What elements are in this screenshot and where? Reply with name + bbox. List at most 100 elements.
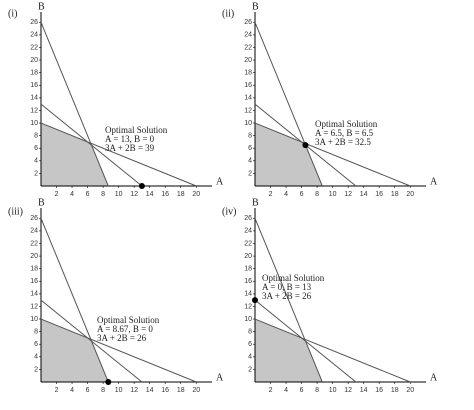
x-tick-label: 20 <box>406 191 414 198</box>
y-tick-label: 14 <box>244 95 252 102</box>
x-tick-label: 8 <box>315 387 319 394</box>
y-tick-label: 20 <box>30 57 38 64</box>
x-tick-label: 2 <box>269 191 273 198</box>
x-tick-label: 10 <box>329 191 337 198</box>
constraint-line <box>254 318 411 383</box>
constraint-line <box>254 299 357 383</box>
constraint-line <box>254 218 323 383</box>
x-tick-label: 8 <box>315 191 319 198</box>
x-tick-label: 10 <box>115 387 123 394</box>
y-tick-label: 10 <box>244 120 252 127</box>
feasible-region <box>255 319 323 382</box>
constraint-line <box>40 22 109 187</box>
y-tick-label: 8 <box>34 328 38 335</box>
y-tick-label: 18 <box>30 266 38 273</box>
optimal-point <box>105 379 112 385</box>
x-tick-label: 16 <box>375 191 383 198</box>
feasible-region <box>41 123 109 186</box>
annotation: Optimal Solution <box>262 273 325 283</box>
x-tick-label: 16 <box>161 191 169 198</box>
y-tick-label: 22 <box>30 240 38 247</box>
y-tick-label: 14 <box>30 291 38 298</box>
y-tick-label: 24 <box>30 32 38 39</box>
y-tick-label: 22 <box>30 44 38 51</box>
y-tick-label: 8 <box>34 132 38 139</box>
annotation: A = 6.5, B = 6.5 <box>315 128 374 138</box>
y-axis-label: B <box>38 1 45 12</box>
x-tick-label: 6 <box>300 387 304 394</box>
y-tick-label: 2 <box>248 366 252 373</box>
y-tick-label: 4 <box>248 354 252 361</box>
panel-label: (iii) <box>8 206 23 217</box>
constraint-line <box>40 299 143 383</box>
y-axis-label: B <box>38 197 45 208</box>
x-tick-label: 16 <box>161 387 169 394</box>
y-tick-label: 2 <box>34 170 38 177</box>
constraint-line <box>40 103 143 187</box>
x-tick-label: 12 <box>130 387 138 394</box>
y-tick-label: 24 <box>244 228 252 235</box>
y-tick-label: 2 <box>248 170 252 177</box>
feasible-region <box>41 319 109 382</box>
x-tick-label: 4 <box>284 387 288 394</box>
y-axis-label: B <box>252 1 259 12</box>
annotation: 3A + 2B = 39 <box>105 143 155 153</box>
y-tick-label: 22 <box>244 44 252 51</box>
x-tick-label: 8 <box>101 387 105 394</box>
x-axis-label: A <box>216 372 224 383</box>
constraint-line <box>40 318 197 383</box>
x-tick-label: 4 <box>284 191 288 198</box>
y-tick-label: 10 <box>30 316 38 323</box>
y-tick-label: 12 <box>244 107 252 114</box>
y-tick-label: 14 <box>244 291 252 298</box>
y-tick-label: 14 <box>30 95 38 102</box>
x-tick-label: 12 <box>344 387 352 394</box>
x-tick-label: 6 <box>86 191 90 198</box>
optimal-point <box>302 142 309 149</box>
x-tick-label: 4 <box>70 387 74 394</box>
x-tick-label: 14 <box>360 191 368 198</box>
panel-label: (ii) <box>222 8 234 19</box>
panel-label: (i) <box>8 8 17 19</box>
y-tick-label: 12 <box>244 303 252 310</box>
y-tick-label: 6 <box>248 341 252 348</box>
y-tick-label: 2 <box>34 366 38 373</box>
x-tick-label: 2 <box>55 191 59 198</box>
annotation: A = 0, B = 13 <box>262 282 312 292</box>
x-tick-label: 16 <box>375 387 383 394</box>
y-axis-label: B <box>252 197 259 208</box>
y-tick-label: 20 <box>244 253 252 260</box>
y-tick-label: 4 <box>34 354 38 361</box>
y-tick-label: 12 <box>30 303 38 310</box>
x-tick-label: 12 <box>130 191 138 198</box>
x-tick-label: 18 <box>177 387 185 394</box>
y-tick-label: 6 <box>34 145 38 152</box>
x-tick-label: 2 <box>55 387 59 394</box>
x-tick-label: 2 <box>269 387 273 394</box>
feasible-region <box>255 123 323 186</box>
y-tick-label: 16 <box>244 278 252 285</box>
y-tick-label: 18 <box>244 70 252 77</box>
annotation: 3A + 2B = 26 <box>262 291 312 301</box>
y-tick-label: 20 <box>30 253 38 260</box>
x-axis-label: A <box>430 176 438 187</box>
y-tick-label: 16 <box>30 278 38 285</box>
y-tick-label: 22 <box>244 240 252 247</box>
y-tick-label: 26 <box>30 215 38 222</box>
x-tick-label: 18 <box>177 191 185 198</box>
x-tick-label: 4 <box>70 191 74 198</box>
annotation: A = 13, B = 0 <box>105 134 155 144</box>
y-tick-label: 10 <box>244 316 252 323</box>
y-tick-label: 18 <box>30 70 38 77</box>
constraint-line <box>254 22 323 187</box>
y-tick-label: 18 <box>244 266 252 273</box>
x-tick-label: 6 <box>300 191 304 198</box>
y-tick-label: 12 <box>30 107 38 114</box>
x-tick-label: 10 <box>329 387 337 394</box>
annotation: Optimal Solution <box>97 315 160 325</box>
y-tick-label: 16 <box>30 82 38 89</box>
x-axis-label: A <box>430 372 438 383</box>
annotation: 3A + 2B = 26 <box>97 333 147 343</box>
x-tick-label: 20 <box>406 387 414 394</box>
y-tick-label: 6 <box>248 145 252 152</box>
